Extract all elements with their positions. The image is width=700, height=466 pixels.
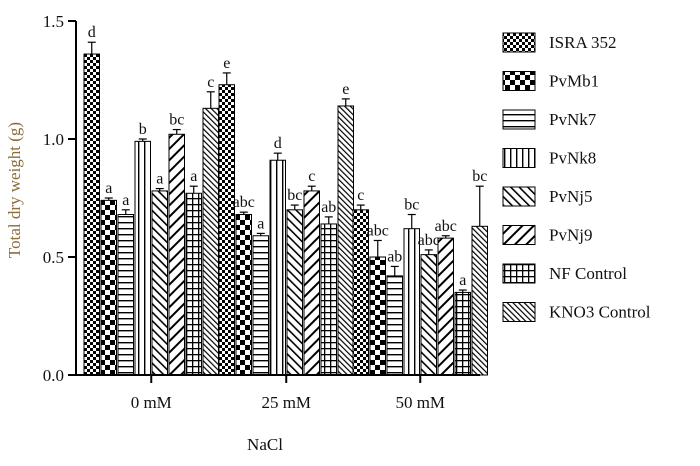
bar	[269, 159, 286, 376]
significance-letter: abc	[418, 232, 440, 249]
x-tick-label: 0 mM	[131, 393, 172, 412]
bar	[303, 190, 320, 376]
significance-letter: e	[223, 55, 230, 72]
bar	[83, 53, 100, 376]
significance-letter: a	[459, 272, 466, 289]
significance-letter: bc	[169, 112, 184, 129]
significance-letter: c	[357, 187, 364, 204]
bar	[134, 140, 151, 376]
bar	[235, 214, 252, 376]
bar	[403, 228, 420, 376]
x-tick-label: 25 mM	[261, 393, 311, 412]
significance-letter: ab	[387, 248, 402, 265]
legend-swatch	[502, 302, 536, 322]
significance-letter: c	[308, 168, 315, 185]
y-tick-label: 0.5	[43, 248, 64, 267]
bar	[185, 192, 202, 376]
significance-letter: a	[190, 168, 197, 185]
bar	[218, 84, 235, 376]
legend-label: KNO3 Control	[549, 303, 651, 322]
y-tick-label: 0.0	[43, 366, 64, 385]
y-axis-label: Total dry weight (g)	[5, 122, 24, 258]
legend-swatch	[502, 186, 536, 207]
legend-label: PvMb1	[549, 72, 599, 91]
legend-swatch	[502, 263, 536, 284]
legend-label: PvNj9	[549, 226, 592, 245]
significance-letter: d	[274, 135, 282, 152]
significance-letter: b	[139, 121, 147, 138]
bar	[369, 256, 386, 376]
bar	[386, 275, 403, 376]
bar	[337, 105, 354, 376]
significance-letter: bc	[404, 197, 419, 214]
significance-letter: c	[207, 74, 214, 91]
bar	[420, 254, 437, 376]
bar	[252, 235, 269, 376]
legend-label: PvNk8	[549, 149, 596, 168]
legend: ISRA 352 PvMb1 PvNk7 PvNk8 PvNj5 PvNj9 NF Cont…	[502, 32, 651, 322]
legend-swatch	[502, 109, 536, 130]
significance-letter: bc	[287, 187, 302, 204]
legend-label: ISRA 352	[549, 33, 617, 52]
legend-label: NF Control	[549, 264, 627, 283]
significance-letter: a	[122, 192, 129, 209]
y-tick-label: 1.0	[43, 130, 64, 149]
bar	[320, 223, 337, 376]
legend-swatch	[502, 71, 536, 91]
significance-letter: d	[88, 24, 96, 41]
legend-swatch	[502, 32, 536, 53]
legend-label: PvNj5	[549, 187, 592, 206]
bar	[454, 291, 471, 376]
significance-letter: a	[257, 215, 264, 232]
significance-letter: a	[105, 180, 112, 197]
significance-letter: abc	[435, 218, 457, 235]
legend-swatch	[502, 225, 536, 245]
bar	[151, 190, 168, 376]
x-axis: 0 mM 25 mM 50 mM	[76, 374, 480, 412]
x-tick-label: 50 mM	[395, 393, 445, 412]
bar	[286, 209, 303, 376]
significance-letter: abc	[367, 222, 389, 239]
significance-letter: ab	[321, 199, 336, 216]
legend-swatch	[502, 148, 536, 168]
bar	[202, 107, 219, 376]
significance-letter: e	[342, 81, 349, 98]
significance-letter: abc	[233, 194, 255, 211]
significance-letter: a	[156, 171, 163, 188]
legend-label: PvNk7	[549, 110, 597, 129]
bar	[471, 225, 488, 376]
bar	[437, 237, 454, 376]
bar	[168, 133, 185, 376]
x-axis-label: NaCl	[247, 435, 283, 454]
significance-letter: bc	[472, 168, 487, 185]
y-tick-label: 1.5	[43, 12, 64, 31]
bar	[117, 214, 134, 376]
y-axis: 0.0 0.5 1.0 1.5	[43, 12, 77, 385]
bar	[100, 199, 117, 376]
